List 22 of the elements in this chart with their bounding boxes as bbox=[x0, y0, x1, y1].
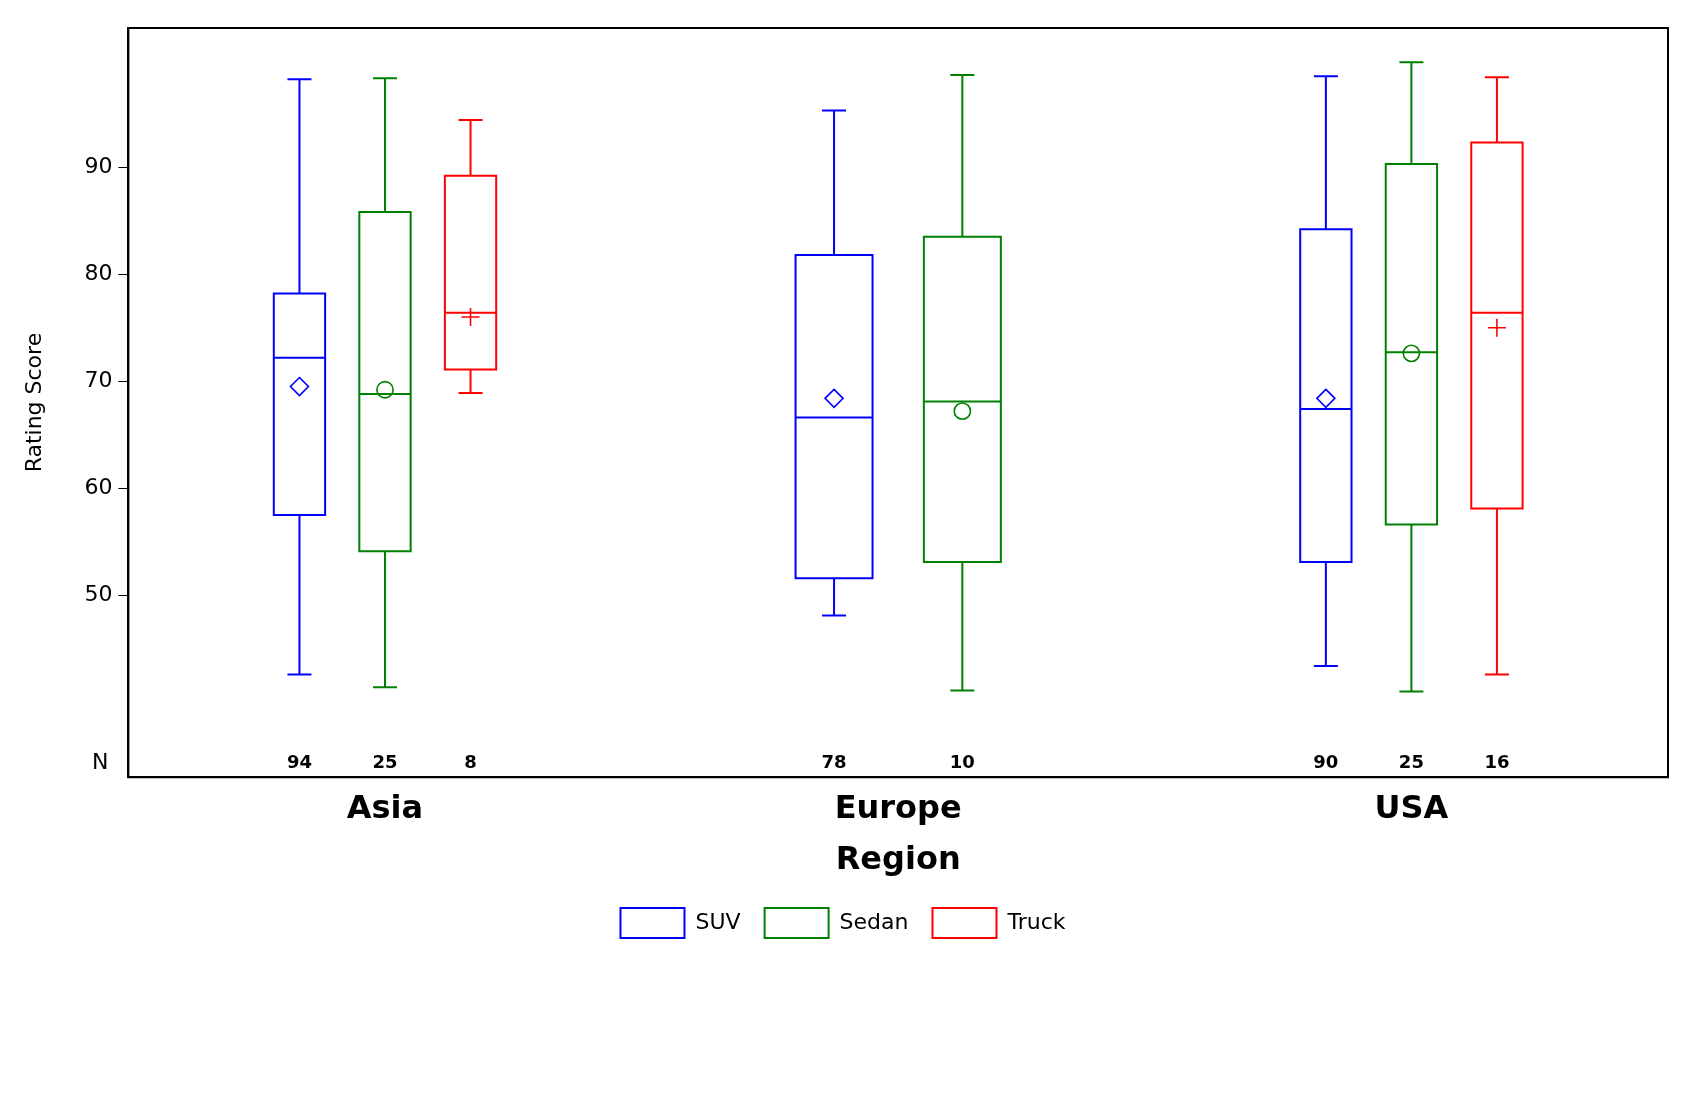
text: N bbox=[91, 748, 109, 774]
x-tick-label: USA bbox=[1374, 787, 1449, 826]
text: 8 bbox=[464, 750, 477, 772]
text: 25 bbox=[1398, 750, 1424, 772]
y-tick-label: 60 bbox=[84, 473, 113, 499]
text: 94 bbox=[286, 750, 312, 772]
y-axis-title: Rating Score bbox=[20, 332, 46, 473]
legend-label: Sedan bbox=[839, 908, 909, 934]
y-tick-label: 50 bbox=[84, 580, 113, 606]
legend-label: SUV bbox=[695, 908, 741, 934]
text: 16 bbox=[1484, 750, 1510, 772]
x-axis-title: Region bbox=[835, 839, 961, 878]
legend-label: Truck bbox=[1006, 908, 1066, 934]
y-tick-label: 70 bbox=[84, 366, 113, 392]
y-tick-label: 90 bbox=[84, 152, 113, 178]
x-tick-label: Europe bbox=[834, 787, 962, 826]
x-tick-label: Asia bbox=[346, 787, 424, 826]
text: 78 bbox=[821, 750, 847, 772]
y-tick-label: 80 bbox=[84, 259, 113, 285]
text: 10 bbox=[949, 750, 975, 772]
text: 90 bbox=[1313, 750, 1339, 772]
text: 25 bbox=[372, 750, 398, 772]
